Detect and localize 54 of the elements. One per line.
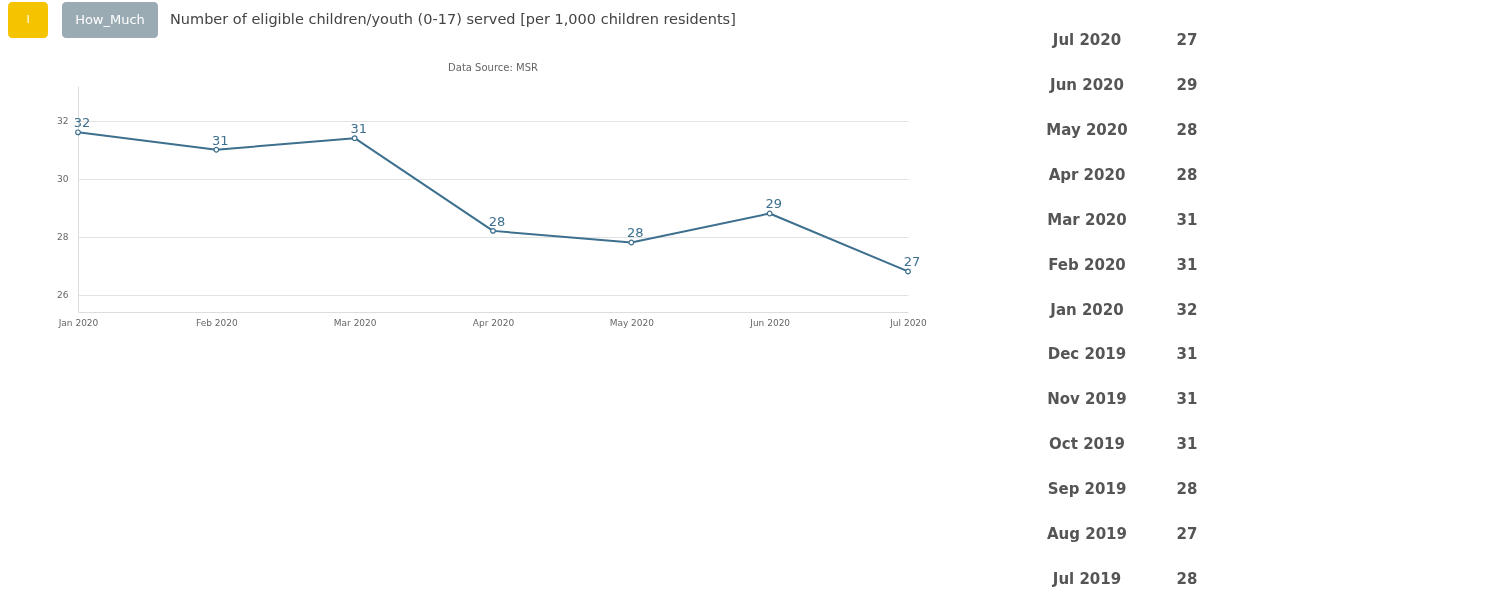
data-label: 28 (1176, 569, 1198, 588)
data-label: 31 (1176, 255, 1198, 274)
data-label: 31 (1176, 210, 1198, 229)
category-label: Aug 2019 (1047, 524, 1127, 543)
point (905, 268, 911, 275)
x-tick-label: Jan 2020 (57, 317, 99, 328)
category-label: May 2020 (1046, 121, 1128, 140)
data-label: 31 (212, 132, 229, 148)
x-tick-label: May 2020 (609, 317, 655, 328)
data-label: 28 (488, 213, 506, 229)
y-tick-label: 28 (57, 232, 69, 243)
data-label: 28 (1176, 121, 1198, 140)
data-label: 27 (1176, 31, 1198, 50)
data-label: 27 (1176, 524, 1198, 543)
point (351, 135, 358, 142)
data-label: 28 (1176, 479, 1198, 498)
category-label: Mar 2020 (1047, 210, 1127, 229)
x-tick-label: Apr 2020 (472, 317, 515, 328)
y-tick-label: 32 (57, 116, 69, 127)
data-label: 31 (350, 121, 367, 137)
data-label: 32 (1176, 300, 1198, 319)
data-label: 31 (1176, 390, 1198, 409)
y-tick-label: 26 (57, 290, 69, 301)
data-label: 29 (1176, 76, 1198, 95)
y-tick-label: 30 (57, 174, 69, 185)
category-label: Nov 2019 (1047, 390, 1127, 409)
point (490, 227, 496, 234)
category-label: Jun 2020 (1049, 76, 1124, 95)
category-label: Sep 2019 (1047, 479, 1127, 498)
text: I (26, 13, 30, 26)
data-label: 28 (1176, 165, 1198, 184)
category-label: Jul 2020 (1051, 31, 1122, 50)
category-label: Oct 2019 (1049, 435, 1125, 454)
point (213, 146, 220, 153)
point (75, 129, 81, 136)
data-label: 31 (1176, 435, 1198, 454)
x-tick-label: Jul 2020 (889, 317, 928, 328)
point (766, 210, 773, 217)
category-label: Jul 2019 (1051, 569, 1122, 588)
point (628, 239, 635, 246)
data-label: 29 (765, 196, 782, 212)
x-tick-label: Jun 2020 (749, 317, 791, 328)
category-label: Feb 2020 (1048, 255, 1126, 274)
text: How_Much (75, 12, 145, 27)
chart-subtitle: Data Source: MSR (448, 62, 538, 73)
chart-title: Number of eligible children/youth (0-17) served [per 1,000 children residents] (170, 11, 736, 27)
x-tick-label: Mar 2020 (333, 317, 377, 328)
data-label: 27 (903, 254, 921, 270)
data-label: 28 (627, 225, 644, 241)
x-tick-label: Feb 2020 (195, 317, 238, 328)
category-label: Dec 2019 (1047, 345, 1127, 364)
data-label: 32 (73, 115, 91, 131)
data-label: 31 (1176, 345, 1198, 364)
category-label: Apr 2020 (1048, 165, 1126, 184)
